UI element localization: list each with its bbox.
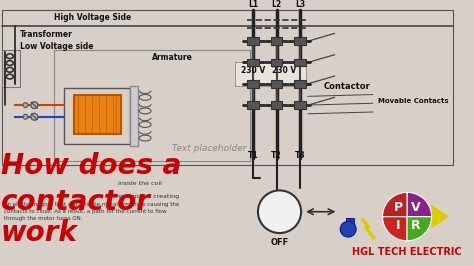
Wedge shape <box>407 192 431 217</box>
Bar <box>346 218 350 225</box>
Bar <box>271 59 283 66</box>
Text: T3: T3 <box>295 151 305 160</box>
Bar <box>294 101 306 109</box>
Text: Text placeholder: Text placeholder <box>172 144 246 153</box>
Bar <box>350 218 354 225</box>
Circle shape <box>31 102 38 109</box>
Polygon shape <box>431 205 449 228</box>
Bar <box>247 37 259 45</box>
Circle shape <box>31 113 38 120</box>
Bar <box>64 88 130 144</box>
Wedge shape <box>407 217 431 241</box>
Text: T1: T1 <box>248 151 258 160</box>
Bar <box>2 10 453 165</box>
Circle shape <box>23 103 28 107</box>
Text: energized, creating: energized, creating <box>118 194 179 199</box>
Text: HGL TECH ELECTRIC: HGL TECH ELECTRIC <box>352 247 462 257</box>
Text: L3: L3 <box>295 0 305 9</box>
Text: P: P <box>393 201 403 214</box>
Circle shape <box>23 114 28 119</box>
Text: contactor: contactor <box>1 188 151 215</box>
Bar <box>247 80 259 88</box>
Text: L1: L1 <box>248 0 258 9</box>
Text: How does a: How does a <box>1 152 182 180</box>
Text: 230 V: 230 V <box>241 66 265 75</box>
Text: T2: T2 <box>271 151 282 160</box>
Bar <box>294 37 306 45</box>
Text: Contactor: Contactor <box>324 82 370 91</box>
Text: contacts to close. As a result, a path for the current to flow: contacts to close. As a result, a path f… <box>4 209 166 214</box>
Text: work: work <box>1 219 78 247</box>
Bar <box>294 80 306 88</box>
Bar <box>294 59 306 66</box>
Wedge shape <box>383 192 407 217</box>
Bar <box>247 59 259 66</box>
Text: an electromagnet that attracts the metal armature causing the: an electromagnet that attracts the metal… <box>4 202 179 207</box>
Text: through the motor turns ON.: through the motor turns ON. <box>4 216 82 221</box>
Text: Armature: Armature <box>152 53 193 62</box>
Bar <box>2 50 19 87</box>
Text: OFF: OFF <box>270 238 289 247</box>
Text: L2: L2 <box>272 0 282 9</box>
Text: I: I <box>396 219 401 232</box>
Text: Transformer: Transformer <box>19 30 73 39</box>
Bar <box>271 80 283 88</box>
Text: 3 Phase
Motor: 3 Phase Motor <box>264 203 295 216</box>
Text: V: V <box>411 201 421 214</box>
Bar <box>236 61 306 86</box>
Bar <box>271 37 283 45</box>
Text: High Voltage Side: High Voltage Side <box>54 13 131 22</box>
Bar <box>271 101 283 109</box>
Text: inside the coil: inside the coil <box>118 181 162 186</box>
Wedge shape <box>383 217 407 241</box>
Circle shape <box>340 221 356 237</box>
Circle shape <box>258 190 301 233</box>
Text: Low Voltage side: Low Voltage side <box>19 42 93 51</box>
Bar <box>247 101 259 109</box>
Text: 230 V: 230 V <box>273 66 297 75</box>
Text: R: R <box>411 219 421 232</box>
Bar <box>130 86 138 146</box>
Bar <box>73 95 121 134</box>
Bar <box>54 50 250 161</box>
Text: Movable Contacts: Movable Contacts <box>378 98 448 104</box>
